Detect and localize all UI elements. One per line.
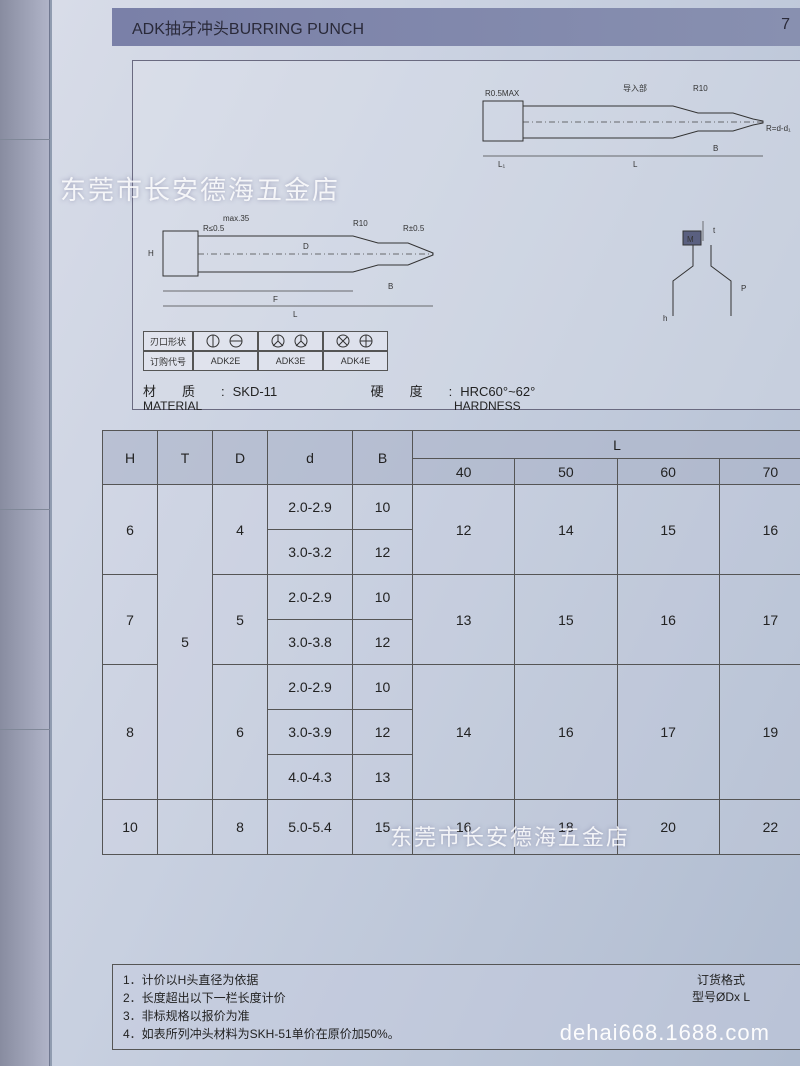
svg-text:R=d-d₁: R=d-d₁	[766, 124, 791, 133]
col-L70: 70	[719, 459, 800, 485]
svg-text:F: F	[273, 295, 278, 304]
variant-icon-3e	[258, 331, 323, 351]
binding-edge	[0, 0, 50, 1066]
page-header: ADK抽牙冲头BURRING PUNCH	[112, 8, 800, 46]
page-number: 7	[781, 16, 790, 34]
svg-text:B: B	[713, 144, 718, 153]
material-row: 材 质 : SKD-11 硬 度 : HRC60°~62°	[143, 381, 783, 400]
material-label-en: MATERIAL	[143, 399, 223, 413]
svg-text:L: L	[293, 310, 298, 319]
svg-text:M: M	[687, 235, 694, 244]
watermark-url: dehai668.1688.com	[560, 1020, 770, 1046]
page-title: ADK抽牙冲头BURRING PUNCH	[132, 15, 364, 39]
svg-text:R10: R10	[693, 84, 708, 93]
svg-text:导入部: 导入部	[623, 83, 647, 93]
catalog-page: ADK抽牙冲头BURRING PUNCH 7 R0.5MAX 导入部 R10 L…	[50, 0, 800, 1066]
svg-text:h: h	[663, 314, 667, 323]
punch-diagram-top: R0.5MAX 导入部 R10 L₁ L B R=d-d₁	[473, 71, 793, 181]
svg-text:B: B	[388, 282, 393, 291]
punch-diagram-bottom: max.35 R≤0.5 R10 R±0.5 F L B H D	[143, 191, 473, 321]
svg-text:L₁: L₁	[498, 160, 505, 169]
col-D: D	[213, 431, 268, 485]
svg-text:max.35: max.35	[223, 214, 250, 223]
col-L: L	[413, 431, 800, 459]
col-d: d	[268, 431, 353, 485]
svg-text:P: P	[741, 284, 746, 293]
variant-table: 刃口形状 订购代号 ADK2E ADK3E ADK4E	[143, 331, 388, 371]
hardness-value: HRC60°~62°	[460, 384, 535, 399]
svg-text:R0.5MAX: R0.5MAX	[485, 89, 520, 98]
variant-code-label: 订购代号	[143, 351, 193, 371]
svg-text:t: t	[713, 226, 716, 235]
hardness-label-cn: 硬 度	[371, 381, 441, 400]
svg-text:L: L	[633, 160, 638, 169]
punch-diagram-section: M t P h	[653, 221, 773, 331]
material-row-en: MATERIAL HARDNESS	[143, 399, 783, 413]
table-row: 10 8 5.0-5.4 15 16 18 20 22	[103, 800, 800, 855]
variant-icon-4e	[323, 331, 388, 351]
svg-text:R10: R10	[353, 219, 368, 228]
col-H: H	[103, 431, 158, 485]
spec-table: H T D d B L 40 50 60 70 6 5 4 2.0-2.9 10…	[102, 430, 800, 855]
material-label-cn: 材 质	[143, 381, 213, 400]
material-value: SKD-11	[233, 384, 313, 399]
table-row: 6 5 4 2.0-2.9 10 12 14 15 16	[103, 485, 800, 530]
hardness-label-en: HARDNESS	[454, 399, 521, 413]
technical-diagram: R0.5MAX 导入部 R10 L₁ L B R=d-d₁ max.35 R≤0…	[132, 60, 800, 410]
note-item: 1．计价以H头直径为依据	[123, 971, 641, 989]
svg-text:D: D	[303, 242, 309, 251]
svg-text:H: H	[148, 249, 154, 258]
variant-icon-2e	[193, 331, 258, 351]
variant-shape-label: 刃口形状	[143, 331, 193, 351]
note-item: 2．长度超出以下一栏长度计价	[123, 989, 641, 1007]
col-L50: 50	[515, 459, 617, 485]
col-T: T	[158, 431, 213, 485]
svg-text:R≤0.5: R≤0.5	[203, 224, 225, 233]
variant-code-0: ADK2E	[193, 351, 258, 371]
svg-text:R±0.5: R±0.5	[403, 224, 425, 233]
col-B: B	[353, 431, 413, 485]
col-L60: 60	[617, 459, 719, 485]
variant-code-1: ADK3E	[258, 351, 323, 371]
variant-code-2: ADK4E	[323, 351, 388, 371]
col-L40: 40	[413, 459, 515, 485]
